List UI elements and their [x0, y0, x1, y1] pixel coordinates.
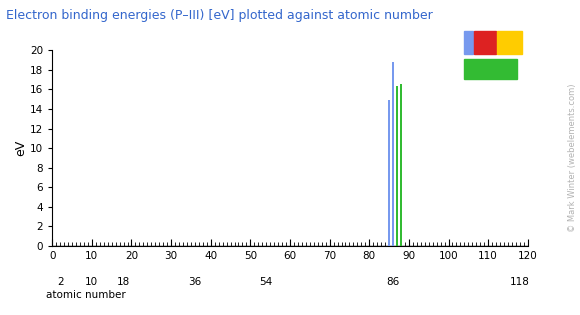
- Text: 2: 2: [57, 277, 63, 287]
- Text: 118: 118: [510, 277, 530, 287]
- FancyBboxPatch shape: [464, 31, 473, 54]
- Text: 36: 36: [188, 277, 201, 287]
- Bar: [388, 100, 390, 246]
- Bar: [396, 86, 398, 246]
- FancyBboxPatch shape: [464, 59, 517, 79]
- Bar: [392, 62, 394, 246]
- Text: 86: 86: [386, 277, 400, 287]
- Bar: [400, 83, 402, 246]
- FancyBboxPatch shape: [497, 31, 522, 54]
- FancyBboxPatch shape: [474, 31, 496, 54]
- Text: 10: 10: [85, 277, 99, 287]
- Text: 54: 54: [260, 277, 273, 287]
- Y-axis label: eV: eV: [14, 140, 27, 156]
- Text: 18: 18: [117, 277, 130, 287]
- Text: Electron binding energies (P–III) [eV] plotted against atomic number: Electron binding energies (P–III) [eV] p…: [6, 9, 433, 22]
- Text: atomic number: atomic number: [46, 290, 126, 300]
- Text: © Mark Winter (webelements.com): © Mark Winter (webelements.com): [568, 83, 577, 232]
